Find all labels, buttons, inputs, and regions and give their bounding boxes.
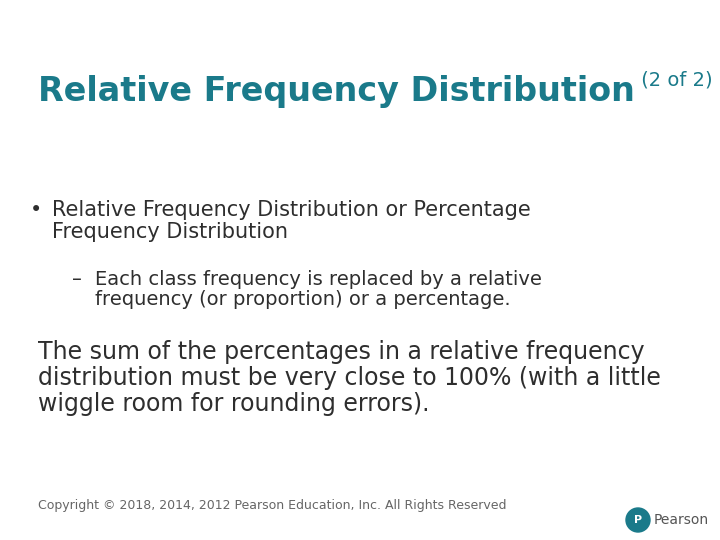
Text: distribution must be very close to 100% (with a little: distribution must be very close to 100% … [38, 366, 661, 390]
Text: wiggle room for rounding errors).: wiggle room for rounding errors). [38, 392, 430, 416]
Text: –: – [72, 270, 82, 289]
Text: (2 of 2): (2 of 2) [635, 70, 713, 89]
Text: Relative Frequency Distribution or Percentage: Relative Frequency Distribution or Perce… [52, 200, 531, 220]
Text: Pearson: Pearson [654, 513, 709, 527]
Text: Copyright © 2018, 2014, 2012 Pearson Education, Inc. All Rights Reserved: Copyright © 2018, 2014, 2012 Pearson Edu… [38, 499, 506, 512]
Text: Relative Frequency Distribution: Relative Frequency Distribution [38, 75, 635, 108]
Circle shape [626, 508, 650, 532]
Text: Each class frequency is replaced by a relative: Each class frequency is replaced by a re… [95, 270, 542, 289]
Text: •: • [30, 200, 42, 220]
Text: Frequency Distribution: Frequency Distribution [52, 222, 288, 242]
Text: The sum of the percentages in a relative frequency: The sum of the percentages in a relative… [38, 340, 644, 364]
Text: frequency (or proportion) or a percentage.: frequency (or proportion) or a percentag… [95, 290, 510, 309]
Text: P: P [634, 515, 642, 525]
